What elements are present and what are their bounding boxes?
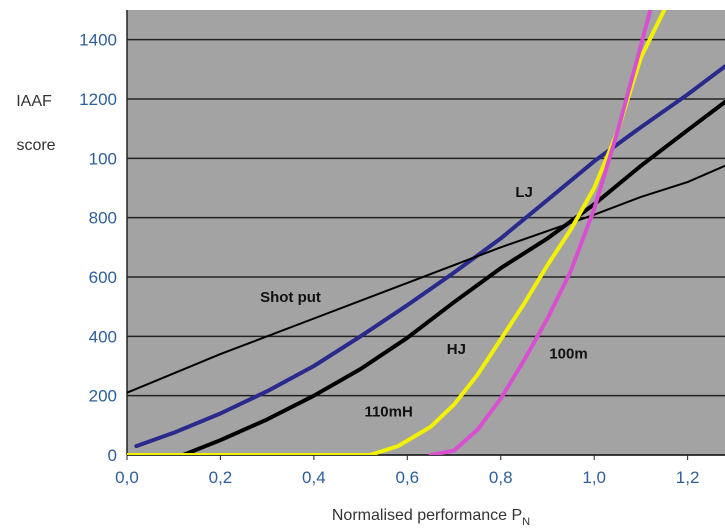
x-tick-label: 0,6 bbox=[395, 468, 419, 487]
y-axis-ticks: 0 200 400 600 800 100 1200 1400 bbox=[79, 31, 117, 465]
y-tick-label: 1200 bbox=[79, 90, 117, 109]
x-axis-label-subscript: N bbox=[522, 516, 530, 528]
series-label-shot-put: Shot put bbox=[260, 289, 321, 306]
series-line-shot-put bbox=[127, 164, 725, 394]
y-tick-label: 1400 bbox=[79, 31, 117, 50]
x-tick-label: 0,8 bbox=[489, 468, 513, 487]
series-line-hj bbox=[181, 100, 725, 455]
y-tick-label: 800 bbox=[89, 209, 117, 228]
y-tick-label: 0 bbox=[108, 446, 117, 465]
x-tick-label: 1,2 bbox=[676, 468, 700, 487]
y-axis-label-line2: score bbox=[16, 137, 55, 154]
y-tick-label: 600 bbox=[89, 268, 117, 287]
series-label-110mh: 110mH bbox=[364, 403, 412, 420]
series-labels: LJ Shot put HJ 110mH 100m bbox=[260, 184, 588, 421]
x-tick-label: 0,4 bbox=[302, 468, 326, 487]
x-tick-label: 1,0 bbox=[582, 468, 606, 487]
y-tick-label: 100 bbox=[89, 149, 117, 168]
y-tick-label: 200 bbox=[89, 387, 117, 406]
y-axis-label-line1: IAAF bbox=[16, 93, 52, 110]
series-lines bbox=[127, 10, 725, 455]
series-label-hj: HJ bbox=[447, 341, 466, 358]
series-line-100m bbox=[428, 10, 653, 455]
x-axis-ticks: 0,0 0,2 0,4 0,6 0,8 1,0 1,2 bbox=[115, 455, 699, 487]
x-axis-label-main: Normalised performance P bbox=[332, 507, 522, 524]
series-label-lj: LJ bbox=[515, 184, 533, 201]
y-tick-label: 400 bbox=[89, 327, 117, 346]
x-tick-label: 0,2 bbox=[209, 468, 233, 487]
series-line-lj bbox=[134, 64, 725, 449]
x-axis-label: Normalised performance PN bbox=[332, 507, 530, 528]
plot-area bbox=[127, 10, 725, 455]
x-tick-label: 0,0 bbox=[115, 468, 139, 487]
series-label-100m: 100m bbox=[549, 346, 587, 363]
